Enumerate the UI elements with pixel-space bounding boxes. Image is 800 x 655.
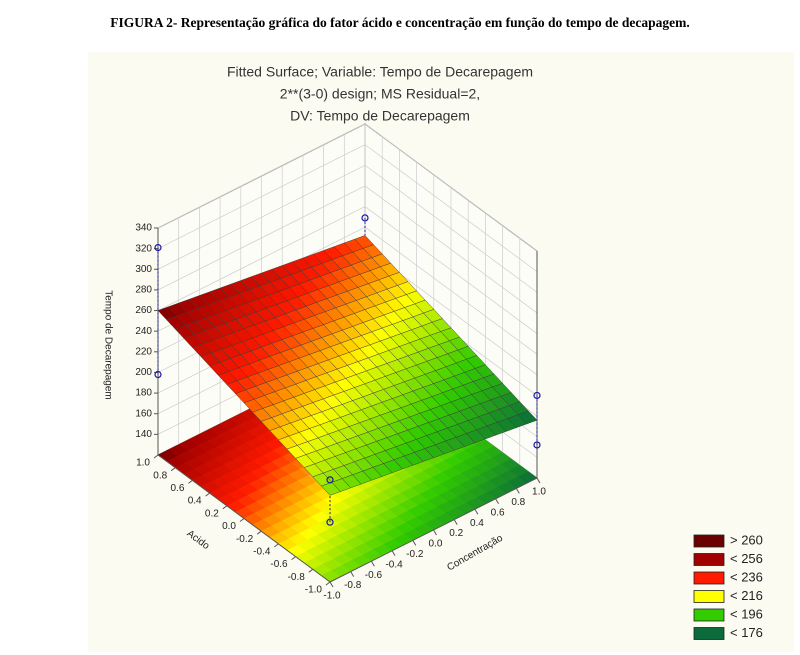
x-tick-label: -0.8 xyxy=(288,572,306,583)
y-tick-label: -0.6 xyxy=(365,570,383,581)
tick-mark xyxy=(350,571,355,577)
tick-mark xyxy=(308,568,314,573)
tick-mark xyxy=(329,581,334,588)
data-point xyxy=(326,476,334,484)
x-tick-label: 0.2 xyxy=(205,508,219,519)
tick-mark xyxy=(222,505,228,510)
z-tick-label: 180 xyxy=(135,388,152,399)
y-tick-label: -0.8 xyxy=(344,580,362,591)
tick-mark xyxy=(515,488,520,494)
x-tick-label: 0.6 xyxy=(170,483,184,494)
tick-mark xyxy=(391,550,396,557)
z-tick-label: 260 xyxy=(135,305,152,316)
data-point xyxy=(533,391,541,400)
x-tick-label: -0.2 xyxy=(236,534,254,545)
y-tick-label: 1.0 xyxy=(532,487,546,498)
z-axis-label: Tempo de Decarepagem xyxy=(102,290,113,400)
x-tick-label: 0.8 xyxy=(153,470,167,481)
tick-mark xyxy=(495,498,500,505)
legend-label: < 236 xyxy=(730,569,763,584)
y-tick-label: 0.2 xyxy=(449,528,463,539)
tick-mark xyxy=(536,477,541,484)
data-point xyxy=(154,244,162,252)
tick-mark xyxy=(474,508,479,515)
y-tick-label: 0.6 xyxy=(491,507,505,518)
y-tick-label: 0.0 xyxy=(429,539,443,550)
z-tick-label: 240 xyxy=(135,326,152,337)
figure-caption: FIGURA 2- Representação gráfica do fator… xyxy=(110,15,690,30)
legend-label: < 256 xyxy=(730,551,763,566)
x-tick-label: 0.0 xyxy=(222,521,236,532)
legend-swatch xyxy=(693,571,725,585)
data-point xyxy=(326,518,334,526)
tick-mark xyxy=(412,540,417,546)
z-tick-label: 300 xyxy=(135,264,152,275)
legend-label: > 260 xyxy=(730,532,763,547)
legend-swatch xyxy=(693,627,725,640)
tick-mark xyxy=(153,454,159,459)
y-tick-label: 0.8 xyxy=(511,497,525,508)
z-tick-label: 280 xyxy=(135,285,152,296)
tick-mark xyxy=(291,556,296,560)
axis-line xyxy=(157,454,331,583)
x-tick-label: -1.0 xyxy=(305,585,323,596)
tick-mark xyxy=(170,467,176,472)
legend-swatch xyxy=(693,553,725,566)
tick-mark xyxy=(325,581,331,586)
z-tick-label: 320 xyxy=(135,243,152,254)
legend-label: < 216 xyxy=(730,588,763,603)
tick-mark xyxy=(370,560,375,567)
z-tick-label: 160 xyxy=(135,408,152,419)
tick-mark xyxy=(274,543,279,548)
z-tick-label: 200 xyxy=(135,367,152,378)
y-tick-label: 0.4 xyxy=(470,518,484,529)
z-tick-label: 140 xyxy=(135,429,152,440)
legend-label: < 196 xyxy=(730,606,763,621)
x-tick-label: -0.6 xyxy=(270,559,288,570)
x-tick-label: -0.4 xyxy=(253,547,271,558)
tick-mark xyxy=(433,529,437,536)
x-tick-label: 0.4 xyxy=(188,496,202,507)
chart-title: Fitted Surface; Variable: Tempo de Decar… xyxy=(227,64,533,80)
legend-swatch xyxy=(693,534,725,548)
tick-mark xyxy=(205,492,210,497)
x-tick-label: 1.0 xyxy=(136,458,150,469)
chart-subtitle: 2**(3-0) design; MS Residual=2, xyxy=(280,86,480,102)
data-point xyxy=(154,370,162,379)
y-tick-label: -0.2 xyxy=(406,549,424,560)
legend-swatch xyxy=(693,608,725,622)
z-tick-label: 220 xyxy=(135,346,152,357)
legend-label: < 176 xyxy=(730,625,763,640)
y-tick-label: -1.0 xyxy=(323,591,341,602)
fitted-surface xyxy=(157,235,538,496)
axis-line xyxy=(329,477,538,583)
tick-mark xyxy=(256,530,262,535)
data-point xyxy=(533,441,541,449)
legend-swatch xyxy=(693,590,725,603)
data-point xyxy=(361,214,369,222)
z-tick-label: 340 xyxy=(135,223,152,234)
y-tick-label: -0.4 xyxy=(385,559,403,570)
tick-mark xyxy=(239,518,245,522)
tick-mark xyxy=(188,479,193,484)
chart-subtitle: DV: Tempo de Decarepagem xyxy=(290,108,470,124)
tick-mark xyxy=(453,519,458,525)
